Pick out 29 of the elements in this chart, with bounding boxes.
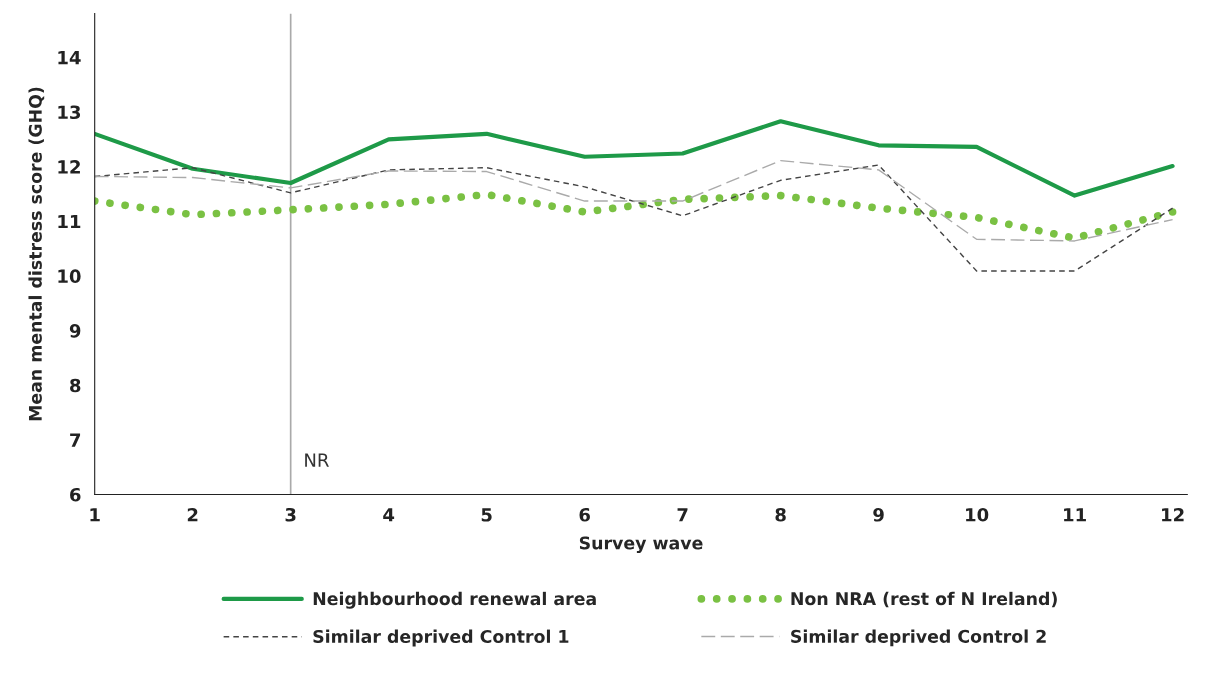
y-tick-label: 7 — [70, 433, 81, 447]
x-tick-label: 6 — [579, 507, 590, 522]
y-tick-label: 13 — [58, 105, 81, 120]
x-tick-label: 11 — [1064, 508, 1086, 522]
legend-label: Similar deprived Control 1 — [313, 629, 569, 647]
y-tick-label: 10 — [58, 269, 81, 284]
x-axis-title: Survey wave — [579, 536, 703, 554]
y-tick-label: 12 — [58, 160, 80, 174]
y-tick-label: 9 — [69, 324, 81, 338]
y-tick-label: 14 — [58, 51, 81, 65]
line-series — [94, 119, 1175, 198]
y-axis-title: Mean mental distress score (GHQ) — [28, 87, 45, 421]
legend-label: Non NRA (rest of N Ireland) — [791, 591, 1057, 608]
x-tick-label: 12 — [1162, 507, 1184, 522]
y-tick-label: 6 — [70, 487, 81, 502]
x-tick-label: 5 — [481, 508, 492, 522]
ref-line-label: NR — [305, 453, 329, 467]
y-tick-label: 8 — [70, 378, 81, 393]
y-tick-label: 11 — [58, 214, 81, 229]
x-tick-label: 1 — [90, 508, 100, 522]
x-tick-label: 9 — [873, 507, 884, 522]
x-tick-label: 3 — [285, 507, 296, 522]
legend-label: Neighbourhood renewal area — [313, 591, 596, 609]
x-tick-label: 4 — [383, 508, 395, 522]
x-tick-label: 10 — [966, 507, 989, 522]
x-tick-label: 8 — [775, 507, 786, 522]
legend-label: Similar deprived Control 2 — [791, 629, 1046, 647]
x-tick-label: 7 — [677, 508, 688, 522]
x-tick-label: 2 — [187, 507, 198, 522]
